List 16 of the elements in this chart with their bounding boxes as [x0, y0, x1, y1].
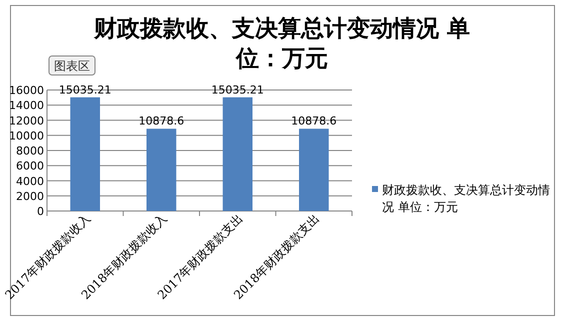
data-label: 15035.21 — [58, 83, 112, 96]
data-label: 10878.6 — [138, 114, 184, 128]
text: 图表区 — [54, 59, 90, 73]
data-label: 10878.6 — [291, 114, 337, 128]
y-tick-label: 10000 — [9, 129, 44, 142]
y-tick-label: 16000 — [9, 84, 44, 97]
y-tick-label: 0 — [37, 205, 44, 218]
y-tick-label: 6000 — [16, 160, 44, 173]
data-label: 15035.21 — [211, 83, 264, 96]
legend-label: 财政拨款收、支决算总计变动情况 单位：万元 — [382, 183, 550, 214]
y-tick-label: 2000 — [16, 190, 44, 203]
y-tick-label: 8000 — [16, 144, 44, 158]
y-tick-label: 12000 — [9, 114, 44, 128]
chart-title: 财政拨款收、支决算总计变动情况 单位：万元 — [92, 15, 470, 72]
y-tick-label: 14000 — [9, 99, 44, 112]
y-tick-label: 4000 — [16, 174, 44, 188]
